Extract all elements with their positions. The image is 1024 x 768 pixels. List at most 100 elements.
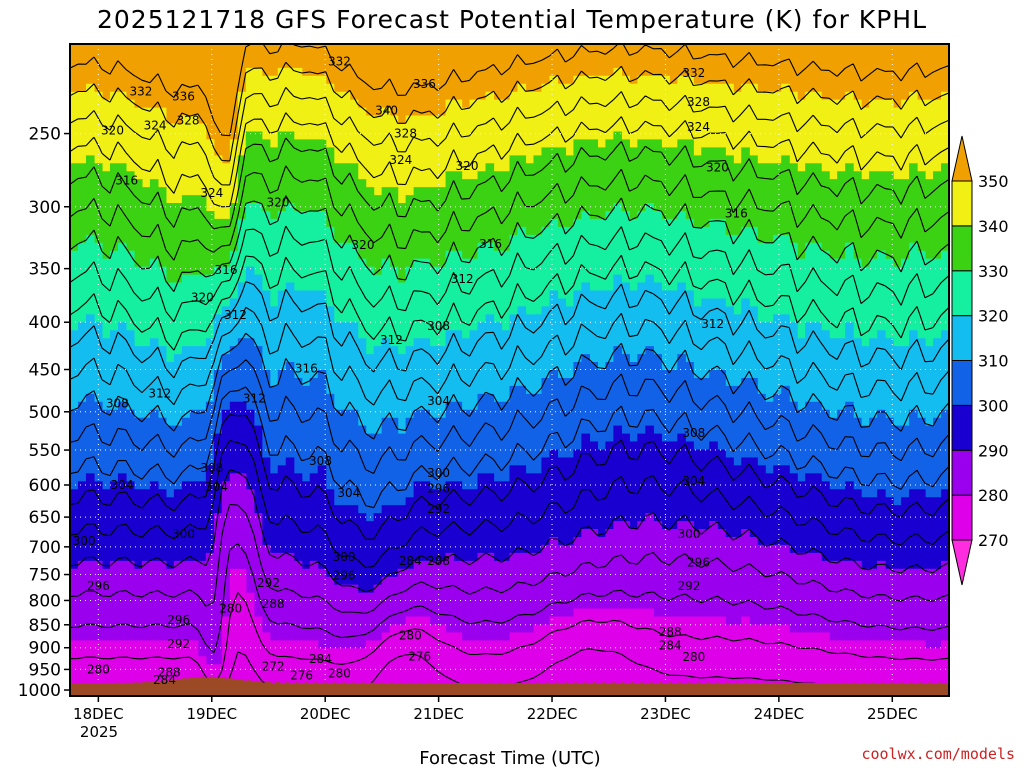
contour-label: 292 — [257, 576, 280, 590]
ground-fill — [70, 676, 949, 696]
x-tick-label: 20DEC — [300, 705, 351, 723]
x-tick-label: 25DEC — [867, 705, 918, 723]
contour-line-346 — [70, 87, 949, 186]
y-tick-label: 300 — [29, 198, 61, 218]
contour-line-338 — [70, 137, 949, 230]
contour-label: 312 — [148, 387, 171, 401]
contour-label: 300 — [427, 466, 450, 480]
contour-label: 272 — [262, 660, 285, 674]
contour-label: 328 — [687, 95, 710, 109]
contour-label: 276 — [290, 668, 313, 682]
contour-label: 324 — [144, 119, 167, 133]
contour-label: 320 — [352, 238, 375, 252]
contour-line-302 — [70, 386, 949, 509]
x-tick-label: 21DEC — [413, 705, 464, 723]
contour-label: 308 — [200, 461, 223, 475]
y-tick-label: 550 — [29, 441, 61, 461]
x-axis-label: Forecast Time (UTC) — [419, 748, 600, 768]
contour-label: 320 — [191, 290, 214, 304]
contour-label: 324 — [200, 186, 223, 200]
contour-label: 332 — [682, 66, 705, 80]
colorbar-tick-label: 320 — [978, 307, 1009, 326]
contour-label: 308 — [682, 426, 705, 440]
contour-label: 312 — [451, 272, 474, 286]
contour-label: 296 — [87, 579, 110, 593]
contour-label: 312 — [224, 308, 247, 322]
y-tick-label: 950 — [29, 660, 61, 680]
contour-label: 300 — [333, 550, 356, 564]
y-tick-label: 600 — [29, 476, 61, 496]
contour-band-fill — [70, 266, 949, 435]
colorbar-segment — [951, 180, 973, 227]
colorbar-tick-label: 310 — [978, 352, 1009, 371]
y-tick-label: 350 — [29, 260, 61, 280]
contour-label: 296 — [687, 556, 710, 570]
contour-label: 304 — [205, 480, 228, 494]
colorbar-arrow-low — [951, 539, 973, 586]
contour-label: 304 — [427, 394, 450, 408]
contour-label: 328 — [394, 127, 417, 141]
colorbar-arrow-high — [951, 135, 973, 182]
contour-label: 280 — [399, 629, 422, 643]
colorbar-segment — [951, 225, 973, 272]
contour-line-322 — [70, 254, 949, 351]
y-tick-label: 500 — [29, 403, 61, 423]
contour-band-fill — [70, 473, 949, 665]
chart-title: 2025121718 GFS Forecast Potential Temper… — [97, 5, 927, 34]
y-tick-label: 400 — [29, 313, 61, 333]
terrain-ground — [70, 676, 949, 696]
contour-label: 320 — [456, 159, 479, 173]
contour-label: 280 — [87, 662, 110, 676]
x-tick-label: 18DEC — [73, 705, 124, 723]
contour-band-fill — [70, 44, 949, 164]
colorbar-tick-label: 280 — [978, 486, 1009, 505]
contour-label: 332 — [328, 55, 351, 69]
contour-label: 284 — [309, 652, 332, 666]
contour-label: 308 — [309, 454, 332, 468]
y-tick-label: 1000 — [18, 681, 61, 701]
colorbar-segment — [951, 449, 973, 496]
contour-label: 316 — [295, 362, 318, 376]
contour-label: 296 — [167, 613, 190, 627]
contour-band-fill — [70, 568, 949, 696]
y-tick-label: 250 — [29, 125, 61, 145]
colorbar-tick-label: 290 — [978, 441, 1009, 460]
contour-label: 280 — [219, 601, 242, 615]
colorbar-segment — [951, 404, 973, 451]
contour-label: 332 — [129, 84, 152, 98]
contour-label: 292 — [167, 637, 190, 651]
contour-line-286 — [70, 503, 949, 614]
credit-text: coolwx.com/models — [861, 745, 1015, 763]
colorbar: 270 280 290 300 310 320 330 340 350 — [951, 135, 1009, 586]
colorbar-tick-label: 300 — [978, 396, 1009, 415]
contour-label: 340 — [375, 103, 398, 117]
contour-line-318 — [70, 281, 949, 379]
y-tick-label: 850 — [29, 616, 61, 636]
contour-label: 316 — [115, 174, 138, 188]
x-tick-label: 19DEC — [186, 705, 237, 723]
contour-label: 312 — [243, 392, 266, 406]
contour-line-310 — [70, 332, 949, 440]
contour-band-fill — [70, 401, 949, 594]
colorbar-segment — [951, 270, 973, 317]
contour-band-fill — [70, 203, 949, 363]
contour-label: 320 — [101, 123, 124, 137]
y-tick-label: 800 — [29, 591, 61, 611]
y-tick-label: 450 — [29, 361, 61, 381]
contour-label: 328 — [177, 114, 200, 128]
contour-line-294 — [70, 439, 949, 569]
y-axis: 250 300 350 400 450 500 550 600 650 700 750 800 850 9… — [18, 125, 70, 701]
contour-line-282 — [70, 543, 949, 654]
contour-label: 300 — [73, 534, 96, 548]
contour-label: 284 — [153, 673, 176, 687]
contour-line-278 — [70, 592, 949, 686]
contour-label: 280 — [682, 650, 705, 664]
x-axis: 18DEC 19DEC 20DEC 21DEC 22DEC 23DEC 24DEC 25DEC — [73, 696, 918, 723]
contour-label: 304 — [682, 474, 705, 488]
x-tick-label: 23DEC — [640, 705, 691, 723]
x-axis-year: 2025 — [80, 723, 118, 741]
contour-label: 284 — [659, 639, 682, 653]
contour-label: 316 — [479, 237, 502, 251]
contour-label: 336 — [172, 90, 195, 104]
